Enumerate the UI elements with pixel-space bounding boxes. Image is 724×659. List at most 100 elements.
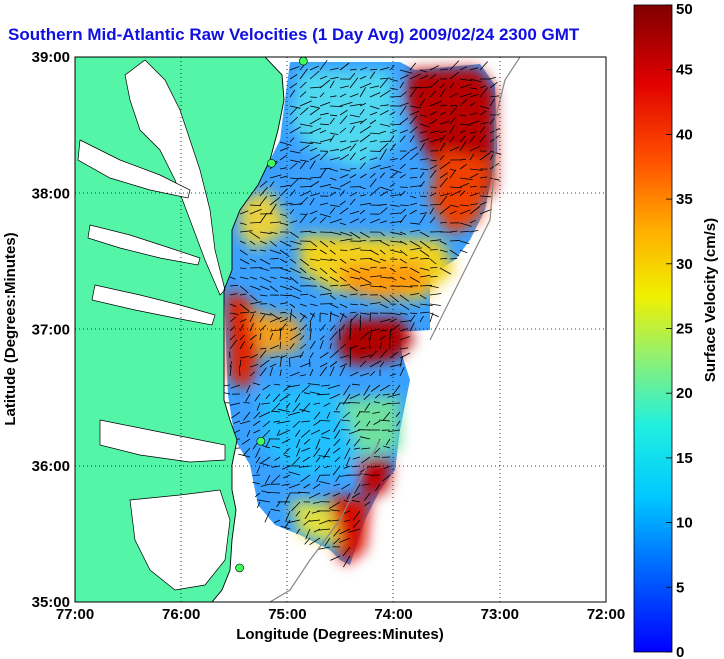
velocity-vector	[459, 123, 472, 126]
velocity-vector	[269, 367, 273, 377]
velocity-vector	[229, 339, 238, 350]
velocity-vector	[259, 367, 267, 377]
velocity-vector	[399, 231, 407, 235]
velocity-vector	[249, 294, 258, 302]
velocity-vector	[339, 109, 348, 116]
velocity-vector	[269, 344, 280, 350]
velocity-vector	[252, 481, 261, 485]
velocity-vector	[288, 483, 301, 489]
velocity-vector	[332, 447, 341, 454]
velocity-vector	[309, 127, 322, 134]
velocity-vector	[359, 314, 362, 323]
velocity-vector	[319, 285, 331, 292]
velocity-vector	[279, 249, 290, 258]
velocity-vector	[469, 145, 480, 152]
velocity-vector	[409, 73, 421, 80]
velocity-vector	[469, 203, 478, 206]
velocity-vector	[419, 98, 426, 107]
velocity-vector	[309, 340, 316, 350]
velocity-vector	[389, 318, 397, 323]
velocity-vector	[349, 140, 359, 143]
velocity-vector	[239, 420, 251, 425]
velocity-vector	[333, 528, 341, 537]
velocity-vector	[269, 332, 274, 341]
colorbar-label: Surface Velocity (cm/s)	[702, 218, 719, 382]
velocity-vector	[479, 87, 489, 98]
velocity-vector	[399, 312, 408, 315]
velocity-vector	[399, 105, 407, 116]
colorbar-tick-label: 35	[676, 191, 693, 208]
velocity-vector	[279, 302, 288, 305]
velocity-vector	[329, 134, 335, 143]
velocity-vector	[351, 499, 361, 503]
velocity-vector	[319, 340, 324, 350]
velocity-vector	[229, 303, 237, 307]
velocity-vector	[388, 429, 401, 432]
velocity-vector	[369, 187, 380, 197]
velocity-vector	[309, 193, 320, 197]
velocity-vector	[289, 162, 298, 170]
velocity-vectors	[217, 59, 502, 568]
velocity-vector	[469, 112, 478, 116]
velocity-vector	[317, 393, 331, 396]
velocity-vector	[289, 240, 302, 245]
velocity-vector	[239, 334, 245, 341]
velocity-vector	[369, 111, 378, 116]
velocity-vector	[281, 465, 291, 470]
velocity-vector	[329, 393, 341, 400]
velocity-vector	[243, 411, 251, 421]
velocity-vector	[369, 302, 381, 305]
x-tick-label: 76:00	[162, 606, 200, 623]
albemarle-sound	[99, 419, 226, 463]
velocity-vector	[375, 483, 381, 492]
velocity-vector	[489, 98, 496, 107]
velocity-vector	[489, 76, 497, 80]
velocity-vector	[459, 177, 473, 180]
velocity-vector	[385, 438, 391, 446]
velocity-vector	[309, 147, 318, 152]
velocity-vector	[349, 210, 360, 215]
y-axis-ticks: 39:00 38:00 37:00 36:00 35:00	[32, 49, 70, 611]
velocity-vector	[409, 293, 420, 296]
velocity-vector	[429, 239, 442, 242]
velocity-vector	[241, 438, 251, 445]
velocity-vector	[352, 510, 361, 521]
velocity-vector	[339, 238, 353, 242]
velocity-vector	[339, 140, 347, 143]
velocity-vector	[439, 68, 448, 71]
velocity-vector	[389, 158, 398, 161]
colorbar-gradient	[633, 4, 673, 653]
velocity-vector	[304, 392, 311, 395]
velocity-vector	[409, 62, 417, 71]
velocity-vector	[329, 114, 338, 117]
velocity-vector	[344, 447, 351, 460]
velocity-vector	[279, 146, 289, 152]
velocity-vector	[459, 66, 468, 71]
velocity-vector	[246, 429, 251, 437]
velocity-vector	[319, 167, 331, 170]
velocity-vector	[289, 107, 298, 116]
velocity-vector	[309, 329, 312, 341]
velocity-vector	[419, 74, 429, 80]
velocity-vector	[359, 156, 366, 161]
chesapeake-main	[124, 59, 226, 296]
velocity-vector	[309, 240, 318, 248]
velocity-vector	[299, 267, 307, 274]
velocity-vector	[374, 393, 381, 399]
velocity-vector	[399, 190, 406, 197]
velocity-vector	[399, 102, 409, 107]
velocity-vector	[419, 114, 427, 117]
velocity-vector	[285, 510, 291, 522]
velocity-vector	[339, 324, 346, 332]
velocity-vector	[239, 340, 246, 350]
velocity-vector	[279, 258, 288, 264]
radar-station-marker	[299, 57, 308, 66]
velocity-vector	[349, 258, 356, 261]
velocity-vector	[419, 86, 433, 89]
velocity-vector	[309, 248, 317, 251]
velocity-vector	[389, 65, 395, 71]
chesapeake-bay	[77, 59, 231, 591]
velocity-vector	[239, 285, 249, 294]
velocity-vector	[279, 294, 291, 297]
velocity-vector	[279, 267, 291, 273]
